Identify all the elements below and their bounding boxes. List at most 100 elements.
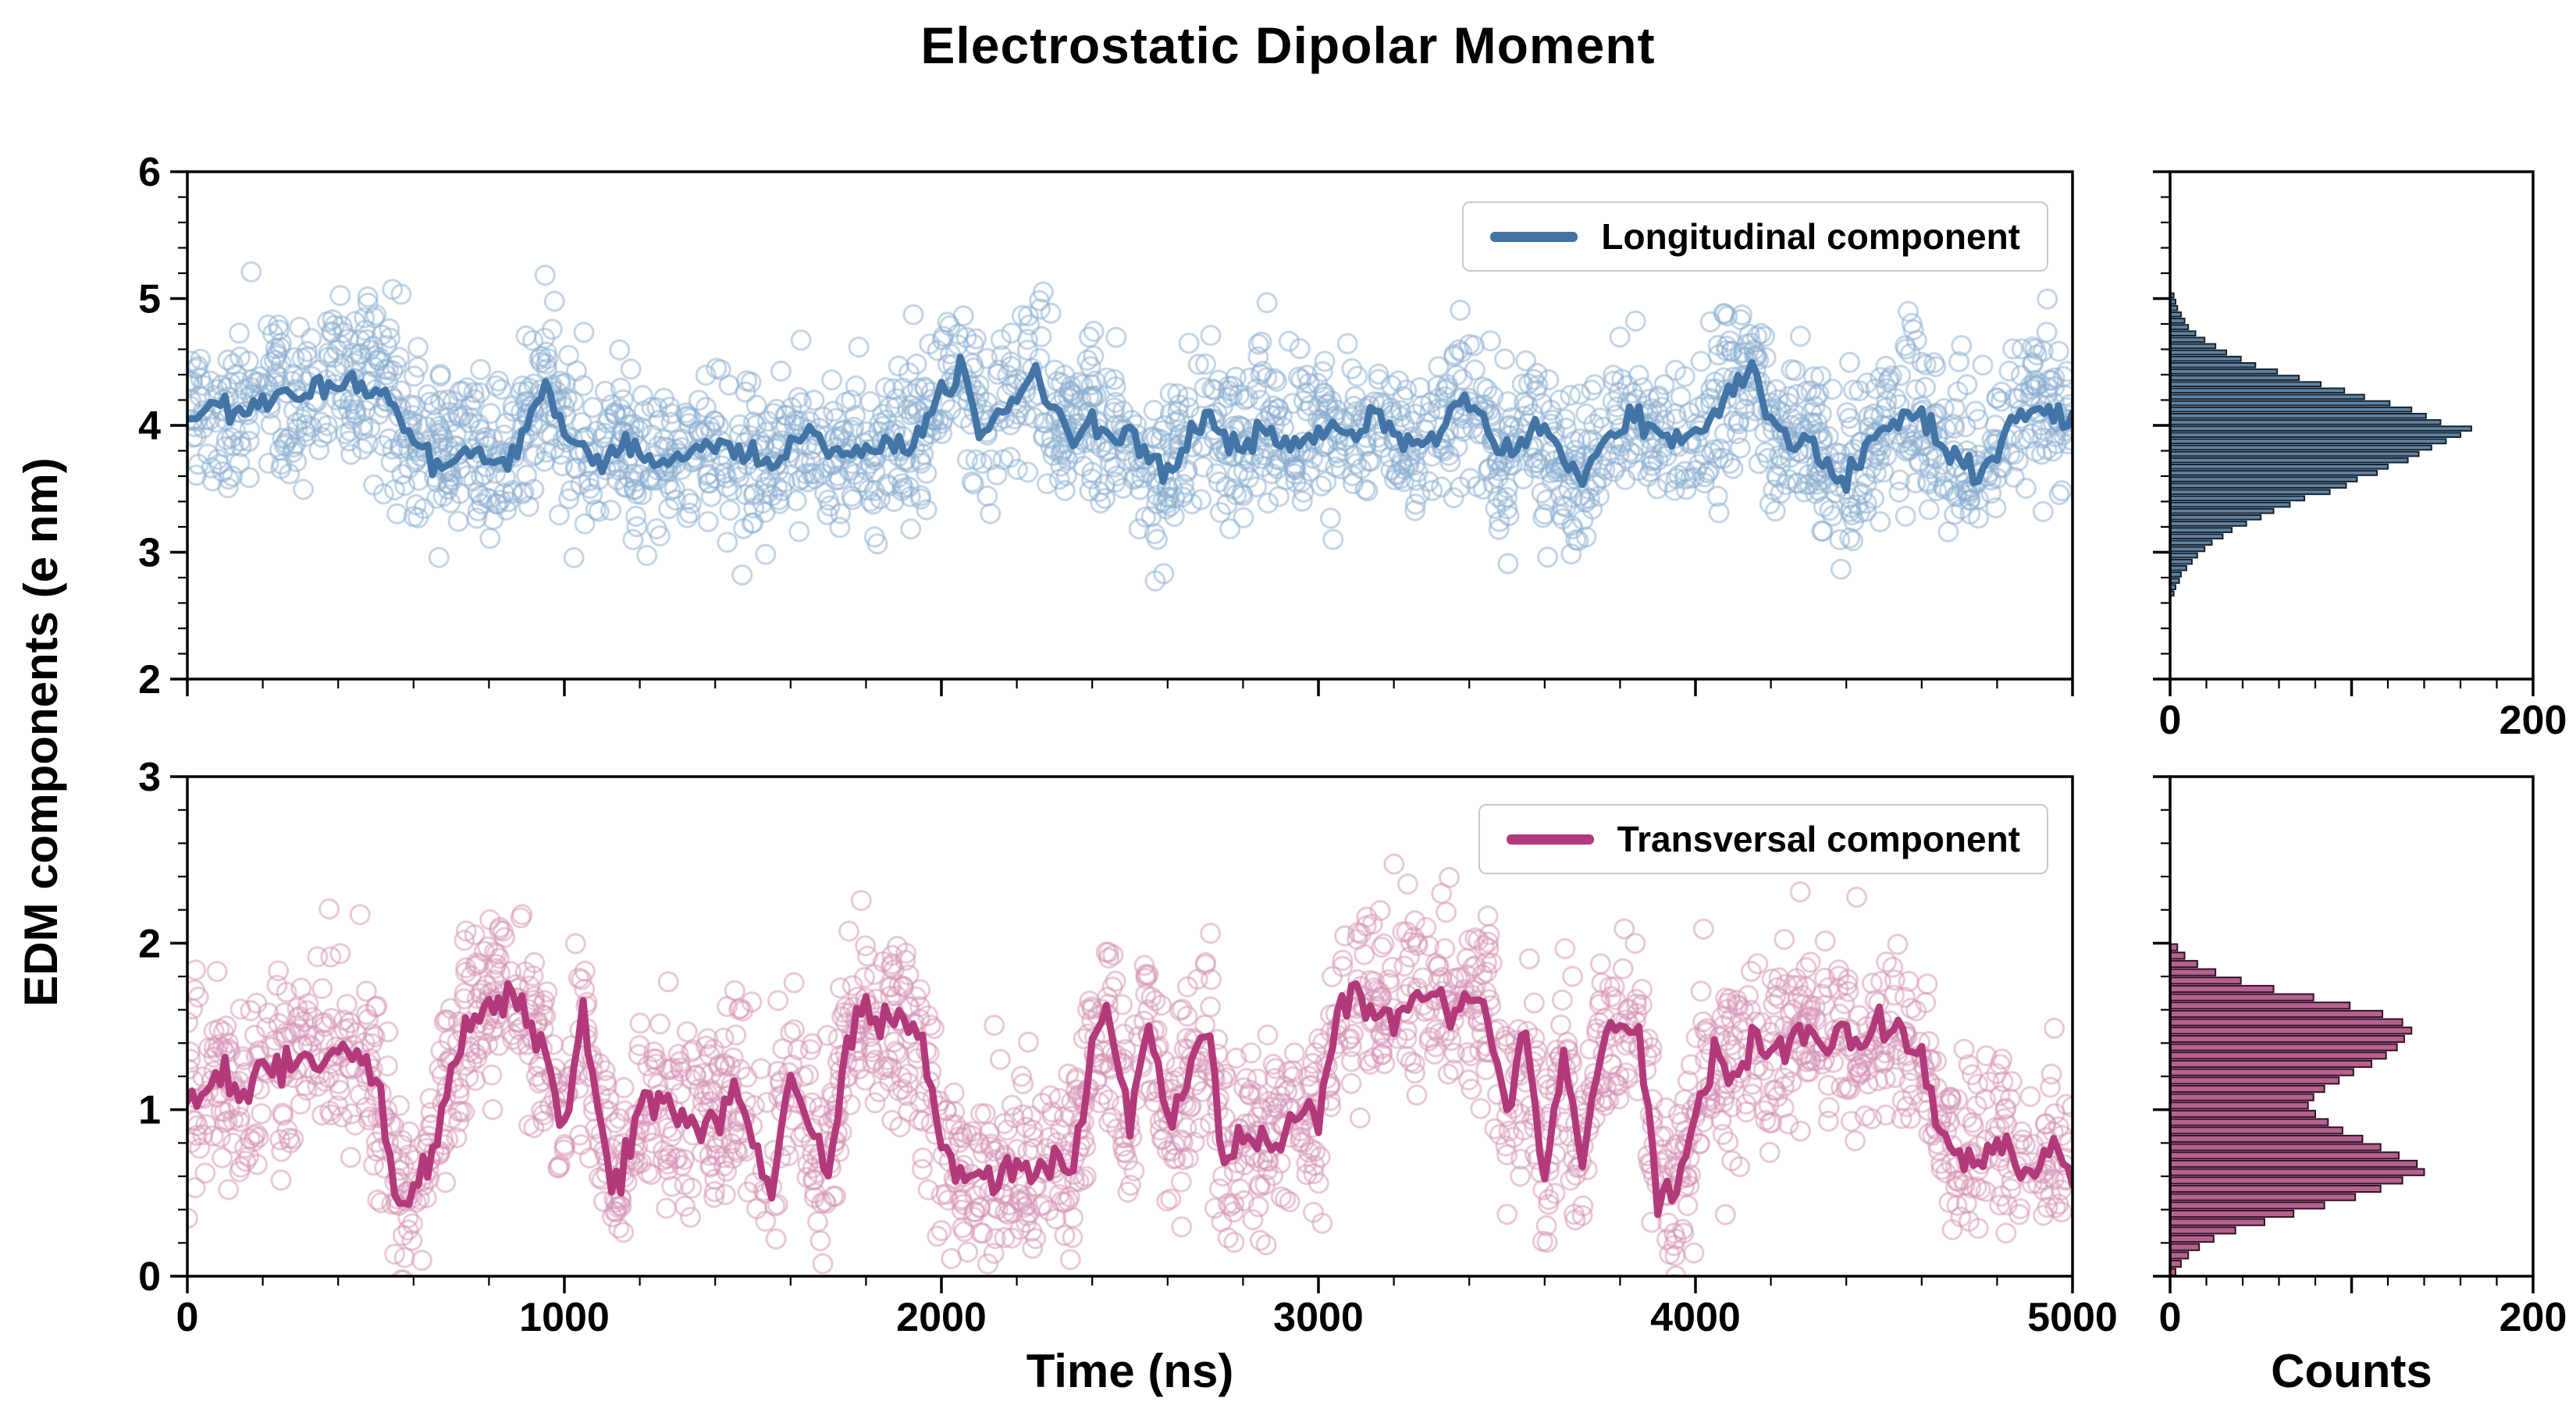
- hist-bar: [2169, 400, 2391, 407]
- transversal-timeseries-mean-line: [187, 980, 2073, 1218]
- hist-bar: [2169, 552, 2198, 559]
- hist-bar: [2169, 959, 2198, 969]
- transversal-histogram: 0 200: [2153, 775, 2567, 1340]
- tick-label: 3: [138, 531, 161, 576]
- transversal-timeseries-spines: [186, 775, 2074, 1278]
- longitudinal-timeseries-spines: [186, 170, 2074, 681]
- hist-bar: [2169, 343, 2217, 350]
- hist-bar: [2169, 450, 2420, 457]
- hist-bar: [2169, 361, 2257, 368]
- hist-bar: [2169, 336, 2206, 343]
- hist-bar: [2169, 1201, 2325, 1210]
- x-axis-label-time: Time (ns): [1026, 1345, 1234, 1397]
- hist-bar: [2169, 495, 2306, 502]
- transversal-timeseries-scatter: [187, 853, 2073, 1276]
- longitudinal-histogram: 0 200: [2153, 170, 2567, 743]
- hist-bar: [2169, 387, 2346, 394]
- hist-bar: [2169, 1076, 2340, 1085]
- longitudinal-timeseries-data: [187, 261, 2073, 592]
- chart-title: Electrostatic Dipolar Moment: [920, 16, 1656, 74]
- hist-bar: [2169, 1109, 2316, 1119]
- hist-bar: [2169, 527, 2233, 533]
- longitudinal-histogram-axes: 0 200: [2153, 170, 2567, 743]
- hist-bar: [2169, 507, 2275, 514]
- x-axis-label-counts: Counts: [2271, 1345, 2432, 1397]
- hist-bar: [2169, 393, 2365, 400]
- hist-bar: [2169, 457, 2409, 464]
- longitudinal-timeseries: 2 3 4 5 6: [138, 150, 2074, 702]
- tick-label: 1000: [519, 1295, 610, 1340]
- hist-bar: [2169, 1193, 2357, 1201]
- tick-label: 5000: [2027, 1295, 2118, 1340]
- hist-bar: [2169, 425, 2472, 432]
- hist-bar: [2169, 558, 2193, 565]
- hist-bar: [2169, 1184, 2382, 1193]
- hist-bar: [2169, 533, 2224, 540]
- longitudinal-histogram-spines: [2169, 170, 2535, 681]
- hist-bar: [2169, 1134, 2364, 1144]
- legend-longitudinal: Longitudinal component: [1462, 201, 2048, 272]
- hist-bar: [2169, 1143, 2382, 1151]
- hist-bar: [2169, 330, 2197, 337]
- hist-bar: [2169, 482, 2347, 489]
- hist-bar: [2169, 1051, 2387, 1060]
- transversal-timeseries-data: [187, 853, 2073, 1276]
- hist-bar: [2169, 976, 2242, 985]
- tick-label: 200: [2500, 698, 2567, 743]
- hist-bar: [2169, 521, 2247, 527]
- hist-bar: [2169, 406, 2413, 413]
- hist-bar: [2169, 1234, 2215, 1243]
- tick-label: 3: [138, 755, 161, 800]
- hist-bar: [2169, 438, 2447, 445]
- hist-bar: [2169, 463, 2389, 470]
- tick-label: 1: [138, 1088, 161, 1133]
- legend-transversal: Transversal component: [1478, 804, 2048, 874]
- hist-bar: [2169, 1159, 2418, 1168]
- hist-bar: [2169, 1093, 2314, 1101]
- transversal-histogram-spines: [2169, 775, 2535, 1278]
- tick-label: 0: [2159, 1295, 2182, 1340]
- hist-bar: [2169, 951, 2186, 960]
- hist-bar: [2169, 1126, 2343, 1135]
- hist-bar: [2169, 375, 2300, 381]
- hist-bar: [2169, 1001, 2351, 1010]
- tick-label: 0: [138, 1254, 161, 1300]
- hist-bar: [2169, 489, 2331, 496]
- hist-bar: [2169, 1151, 2400, 1160]
- hist-bar: [2169, 514, 2262, 521]
- hist-bar: [2169, 501, 2291, 508]
- hist-bar: [2169, 1118, 2329, 1126]
- hist-bar: [2169, 1243, 2201, 1251]
- hist-bar: [2169, 1043, 2398, 1051]
- hist-bar: [2169, 1209, 2295, 1218]
- hist-bar: [2169, 1084, 2325, 1094]
- hist-bar: [2169, 1059, 2373, 1069]
- legend-swatch-transversal: [1506, 834, 1594, 845]
- hist-bar: [2169, 368, 2279, 375]
- tick-label: 4: [138, 404, 161, 449]
- longitudinal-histogram-bars: [2169, 292, 2472, 597]
- legend-swatch-longitudinal: [1490, 231, 1578, 242]
- hist-bar: [2169, 432, 2461, 439]
- hist-bar: [2169, 539, 2213, 546]
- hist-bar: [2169, 1018, 2403, 1026]
- hist-bar: [2169, 349, 2228, 356]
- tick-label: 3000: [1273, 1295, 1364, 1340]
- tick-label: 6: [138, 150, 161, 195]
- hist-bar: [2169, 1009, 2384, 1019]
- tick-label: 5: [138, 277, 161, 322]
- hist-bar: [2169, 571, 2182, 578]
- tick-label: 4000: [1650, 1295, 1741, 1340]
- hist-bar: [2169, 984, 2275, 994]
- hist-bar: [2169, 1168, 2425, 1176]
- tick-label: 0: [2159, 698, 2182, 743]
- tick-label: 2: [138, 921, 161, 966]
- tick-label: 0: [176, 1295, 199, 1340]
- transversal-timeseries: 0 1000 2000 3000 4000 5000 0 1 2 3: [138, 755, 2118, 1340]
- hist-bar: [2169, 476, 2358, 482]
- hist-bar: [2169, 546, 2206, 553]
- hist-bar: [2169, 444, 2432, 451]
- transversal-timeseries-axes: 0 1000 2000 3000 4000 5000 0 1 2 3: [138, 755, 2118, 1340]
- legend-label-longitudinal: Longitudinal component: [1601, 216, 2020, 257]
